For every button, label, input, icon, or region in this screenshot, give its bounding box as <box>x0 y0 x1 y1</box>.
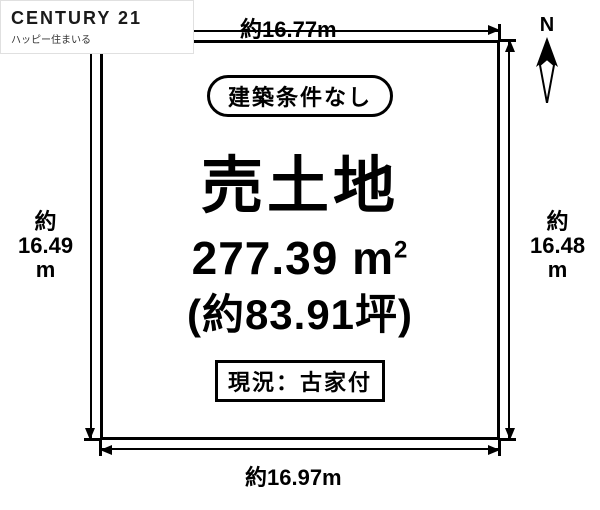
dimension-top: 約16.77m <box>240 12 337 44</box>
current-status-badge: 現況：古家付 <box>215 360 385 402</box>
compass: N <box>520 14 574 103</box>
area-m2: 277.39 m2 <box>100 231 500 285</box>
brand-logo-sub: ハッピー住まいる <box>11 31 193 46</box>
compass-north-label: N <box>520 14 574 37</box>
listing-title: 売土地 <box>100 135 500 225</box>
brand-logo: CENTURY 21 ハッピー住まいる <box>0 0 194 54</box>
dimension-bottom: 約16.97m <box>245 460 342 492</box>
building-condition-badge: 建築条件なし <box>207 75 393 117</box>
brand-logo-main: CENTURY 21 <box>11 8 193 29</box>
compass-arrow-icon <box>530 37 564 103</box>
lot-info: 建築条件なし 売土地 277.39 m2 (約83.91坪) 現況：古家付 <box>100 75 500 402</box>
dimension-right: 約 16.48 m <box>530 210 585 283</box>
dimension-left: 約 16.49 m <box>18 210 73 283</box>
area-tsubo: (約83.91坪) <box>100 281 500 342</box>
